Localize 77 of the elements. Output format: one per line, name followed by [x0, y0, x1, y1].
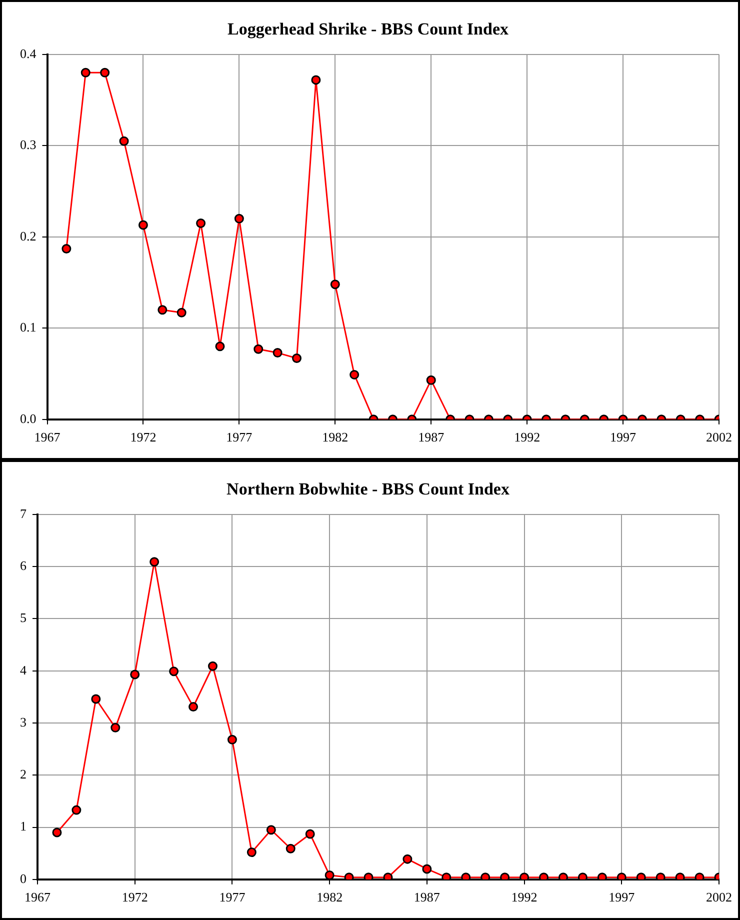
x-tick-label: 1997 [608, 890, 636, 905]
point [383, 872, 393, 880]
point [286, 844, 296, 854]
point [558, 872, 568, 880]
point [130, 670, 140, 680]
point [344, 872, 354, 880]
point [500, 872, 510, 880]
y-tick-label: 2 [20, 766, 26, 782]
point [422, 864, 432, 874]
point [176, 308, 186, 318]
point [636, 872, 646, 880]
point [227, 734, 237, 744]
point [158, 305, 168, 315]
x-tick-label: 1992 [514, 430, 540, 445]
y-tick-label: 0.1 [20, 320, 36, 335]
y-tick-label: 7 [20, 506, 27, 521]
y-tick-label: 3 [20, 714, 26, 730]
point [91, 694, 101, 704]
point [597, 872, 607, 880]
x-tick-label: 1987 [414, 890, 440, 905]
x-tick-label: 1982 [322, 430, 348, 445]
point [246, 848, 256, 858]
y-tick-label: 0.4 [20, 46, 37, 61]
y-tick-label: 5 [20, 610, 26, 626]
point [694, 872, 704, 880]
point [402, 854, 412, 864]
point [442, 872, 452, 880]
point [520, 872, 530, 880]
point [100, 68, 110, 78]
point [62, 244, 72, 254]
x-tick-label: 2002 [706, 430, 732, 445]
point [616, 872, 626, 880]
point [169, 666, 179, 676]
x-tick-label: 1997 [610, 430, 637, 445]
point [266, 825, 276, 835]
x-tick-label: 1982 [316, 890, 343, 905]
point [539, 872, 549, 880]
point [461, 872, 471, 880]
point [208, 661, 218, 671]
x-tick-label: 1972 [130, 430, 156, 445]
y-tick-label: 1 [20, 818, 26, 834]
point [254, 344, 264, 354]
point [138, 220, 148, 230]
point [364, 872, 374, 880]
point [234, 214, 244, 224]
point [480, 872, 490, 880]
x-tick-label: 1967 [24, 890, 51, 905]
x-tick-label: 2002 [706, 890, 732, 905]
point [80, 68, 90, 78]
y-tick-label: 0.2 [20, 228, 36, 244]
x-tick-label: 1977 [219, 890, 246, 905]
point [72, 805, 82, 815]
point [311, 75, 321, 85]
point [324, 870, 334, 880]
y-tick-label: 0 [20, 870, 26, 886]
point [656, 872, 666, 880]
chart-title: Loggerhead Shrike - BBS Count Index [227, 20, 510, 39]
point [305, 829, 315, 839]
point [119, 136, 129, 146]
point [110, 722, 120, 732]
point [52, 828, 62, 838]
point [578, 872, 588, 880]
y-tick-label: 0.3 [20, 137, 36, 152]
point [330, 280, 340, 290]
point [150, 557, 160, 567]
y-tick-label: 4 [20, 662, 27, 678]
x-tick-label: 1967 [34, 430, 61, 445]
point [188, 702, 198, 712]
x-tick-label: 1977 [226, 430, 253, 445]
chart-title: Northern Bobwhite - BBS Count Index [226, 480, 510, 499]
point [196, 218, 206, 228]
y-tick-label: 6 [20, 558, 27, 573]
x-tick-label: 1972 [122, 890, 148, 905]
x-tick-label: 1987 [418, 430, 445, 445]
point [675, 872, 685, 880]
y-tick-label: 0.0 [20, 410, 36, 426]
x-tick-label: 1992 [511, 890, 538, 905]
